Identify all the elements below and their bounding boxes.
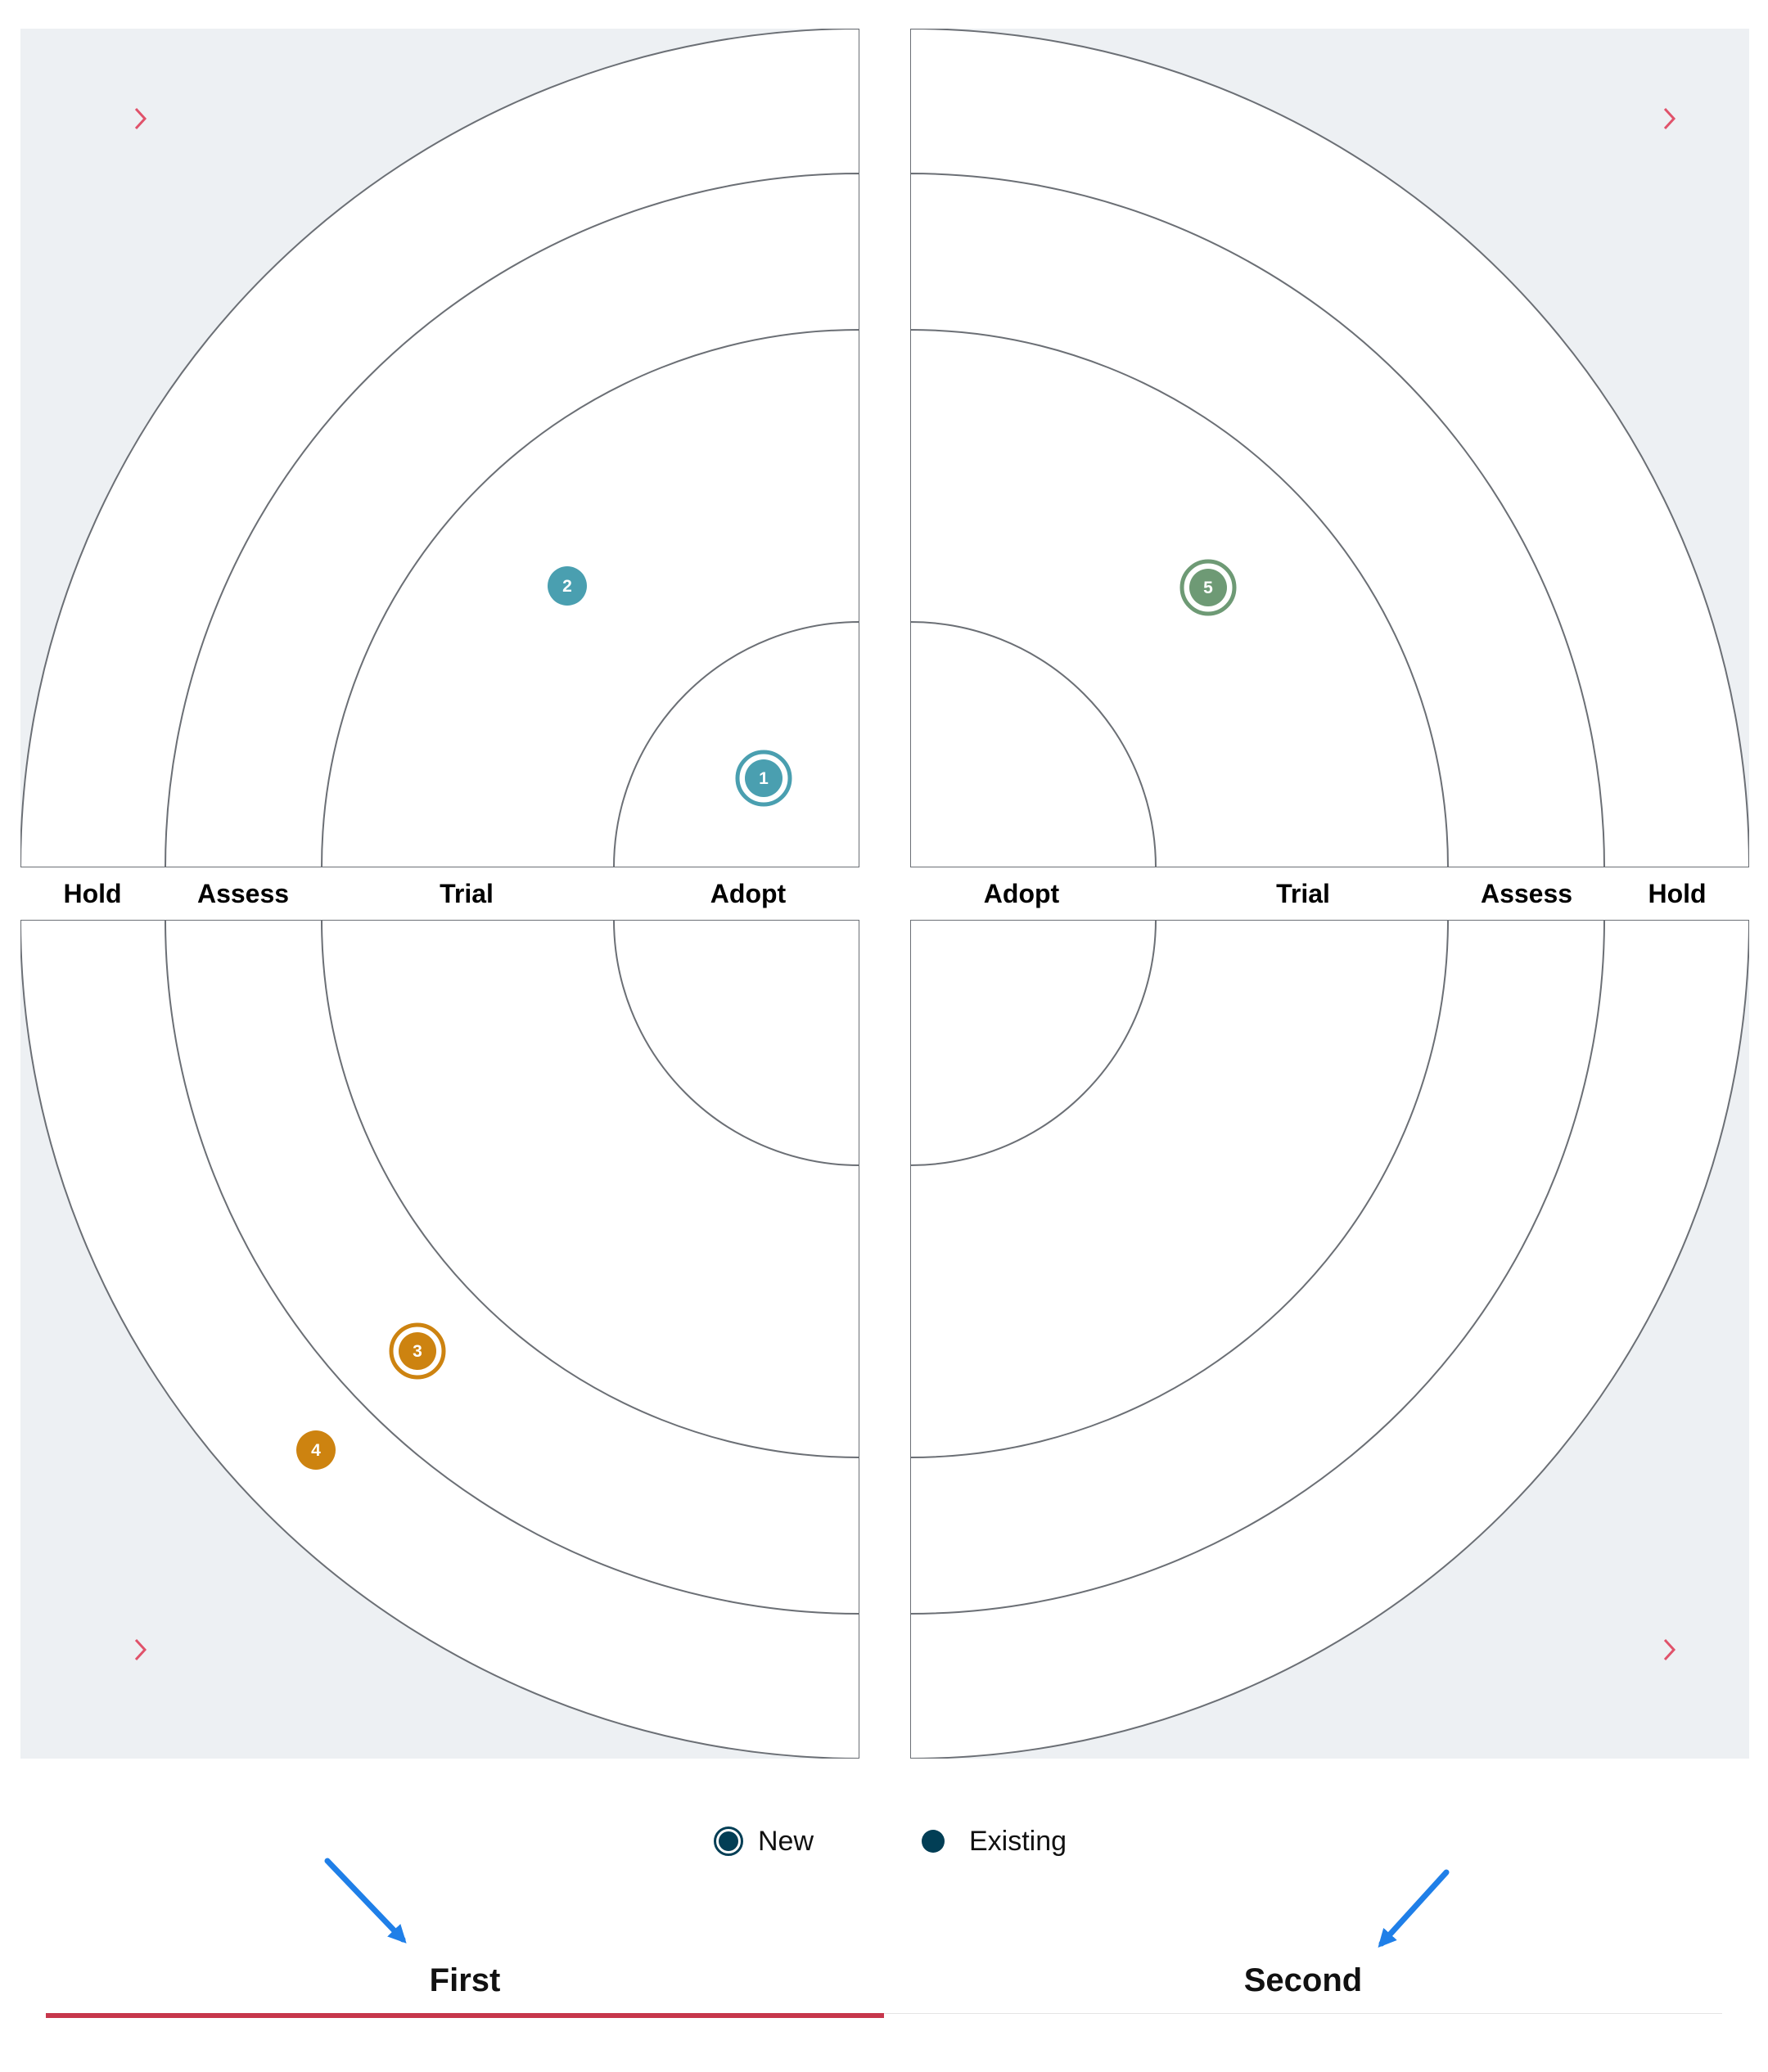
ring-label-assess: Assess (1481, 879, 1572, 908)
quadrant-top-left (20, 29, 859, 867)
arrow-icon (324, 1858, 407, 1944)
blip-5[interactable]: 5 (1179, 559, 1237, 616)
ring-label-trial: Trial (440, 879, 494, 908)
ring-label-hold: Hold (63, 879, 121, 908)
blip-number: 3 (413, 1342, 422, 1361)
ring-adopt (612, 920, 859, 1167)
blip-dot (296, 1430, 336, 1470)
ring-label-adopt: Adopt (984, 879, 1060, 908)
arrow-icon (1378, 1869, 1450, 1948)
blip-dot (399, 1332, 436, 1370)
ring-labels: Hold Assess Trial Adopt Adopt Trial Asse… (63, 879, 1706, 908)
ring-adopt (910, 920, 1157, 1167)
tab-label: Second (1243, 1962, 1363, 1998)
legend: New Existing (0, 1817, 1768, 1866)
ring-label-adopt: Adopt (710, 879, 787, 908)
ring-label-trial: Trial (1276, 879, 1330, 908)
quadrant-top-right (910, 29, 1749, 867)
new-blip-icon (714, 1827, 743, 1856)
ring-label-assess: Assess (197, 879, 289, 908)
blip-3[interactable]: 3 (389, 1322, 446, 1380)
blip-1[interactable]: 1 (735, 750, 792, 807)
ring-adopt (612, 620, 859, 867)
blip-dot (1189, 569, 1227, 606)
blip-2[interactable]: 2 (548, 566, 587, 606)
chevron-right-icon[interactable] (134, 107, 147, 130)
quadrant-bottom-right (910, 920, 1749, 1759)
ring-label-hold: Hold (1648, 879, 1706, 908)
blip-number: 2 (562, 577, 572, 596)
tab-first[interactable]: First (46, 1948, 884, 2018)
chevron-right-icon[interactable] (1663, 107, 1676, 130)
legend-new: New (714, 1817, 814, 1866)
legend-existing-label: Existing (969, 1825, 1067, 1857)
legend-existing: Existing (918, 1817, 1067, 1866)
blip-dot (548, 566, 587, 606)
legend-new-label: New (758, 1825, 814, 1857)
quadrant-bottom-left (20, 920, 859, 1759)
blip-number: 1 (759, 769, 769, 788)
blip-number: 5 (1203, 579, 1213, 597)
blip-4[interactable]: 4 (296, 1430, 336, 1470)
chevron-right-icon[interactable] (1663, 1638, 1676, 1661)
ring-adopt (910, 620, 1157, 867)
tab-second[interactable]: Second (884, 1948, 1722, 2014)
tab-label: First (429, 1962, 501, 1998)
blip-dot (745, 759, 783, 797)
chevron-right-icon[interactable] (134, 1638, 147, 1661)
existing-blip-icon (922, 1830, 945, 1853)
blip-number: 4 (311, 1441, 321, 1460)
